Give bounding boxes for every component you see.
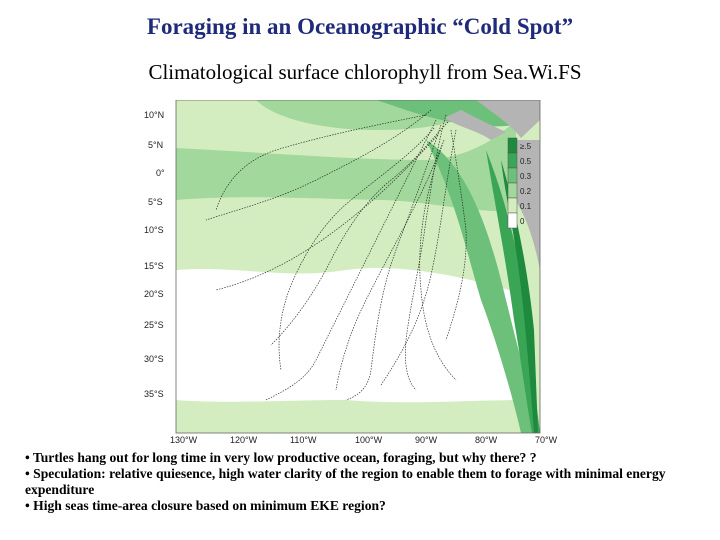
northern-high-zone xyxy=(376,100,516,127)
map-svg: 10°N 5°N 0° 5°S 10°S 15°S 20°S 25°S 30°S… xyxy=(144,100,558,445)
map-panel xyxy=(175,100,541,434)
lon-label: 130°W xyxy=(170,435,198,445)
colorbar-label: 0.2 xyxy=(520,187,532,196)
colorbar-swatch xyxy=(507,167,518,184)
bullet-item: • Speculation: relative quiesence, high … xyxy=(25,466,666,497)
lat-label: 5°S xyxy=(148,197,163,207)
chlorophyll-map: 10°N 5°N 0° 5°S 10°S 15°S 20°S 25°S 30°S… xyxy=(140,100,570,445)
lon-label: 70°W xyxy=(535,435,558,445)
lat-label: 25°S xyxy=(144,320,164,330)
south-america-land xyxy=(511,140,540,270)
lat-label: 0° xyxy=(156,168,165,178)
slide-subtitle: Climatological surface chlorophyll from … xyxy=(148,60,582,84)
lat-label: 15°S xyxy=(144,261,164,271)
colorbar-label: ≥.5 xyxy=(520,142,532,151)
lat-label: 35°S xyxy=(144,389,164,399)
colorbar: ≥.5 0.5 0.3 0.2 0.1 0 xyxy=(507,137,532,229)
latitude-axis: 10°N 5°N 0° 5°S 10°S 15°S 20°S 25°S 30°S… xyxy=(144,110,165,399)
coastal-upwelling xyxy=(486,150,540,433)
bullet-item: • High seas time-area closure based on m… xyxy=(25,498,386,513)
central-america-land xyxy=(426,100,540,140)
lon-label: 90°W xyxy=(415,435,438,445)
coastal-max xyxy=(501,160,538,433)
turtle-tracks xyxy=(205,109,467,401)
lat-label: 20°S xyxy=(144,289,164,299)
colorbar-label: 0 xyxy=(520,217,525,226)
lat-label: 10°S xyxy=(144,225,164,235)
lon-label: 110°W xyxy=(290,435,317,445)
coastal-plume xyxy=(426,140,540,433)
lat-label: 30°S xyxy=(144,354,164,364)
colorbar-swatch xyxy=(507,182,518,199)
lat-label: 5°N xyxy=(148,140,163,150)
equatorial-band xyxy=(176,120,516,212)
colorbar-swatch xyxy=(507,212,518,229)
colorbar-swatch xyxy=(507,137,518,154)
lat-label: 10°N xyxy=(144,110,164,120)
lon-label: 80°W xyxy=(475,435,498,445)
colorbar-label: 0.3 xyxy=(520,172,532,181)
longitude-axis: 130°W 120°W 110°W 100°W 90°W 80°W 70°W xyxy=(170,435,558,445)
bullet-item: • Turtles hang out for long time in very… xyxy=(25,450,537,465)
lon-label: 120°W xyxy=(230,435,258,445)
bullet-list: • Turtles hang out for long time in very… xyxy=(25,450,705,514)
map-frame xyxy=(175,100,541,434)
colorbar-swatch xyxy=(507,152,518,169)
slide-title: Foraging in an Oceanographic “Cold Spot” xyxy=(146,14,574,39)
colorbar-label: 0.5 xyxy=(520,157,532,166)
lon-label: 100°W xyxy=(355,435,383,445)
colorbar-label: 0.1 xyxy=(520,202,532,211)
colorbar-swatch xyxy=(507,197,518,214)
